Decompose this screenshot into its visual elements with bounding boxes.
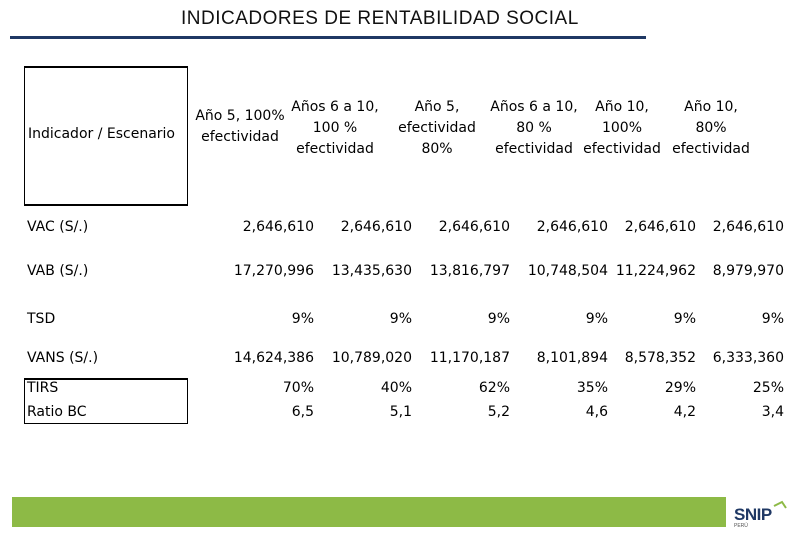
column-header-line: 80% bbox=[695, 120, 727, 136]
column-header-line: efectividad bbox=[495, 141, 573, 157]
column-header-line: efectividad bbox=[201, 129, 279, 145]
snip-logo: SNIP PERÚ bbox=[732, 500, 802, 532]
column-header-line: 80% bbox=[421, 141, 453, 157]
table-cell: 9% bbox=[673, 311, 696, 327]
table-cell: 5,2 bbox=[487, 404, 510, 420]
column-header-6: Año 10, 80% efectividad bbox=[656, 97, 766, 160]
column-header-line: efectividad bbox=[398, 120, 476, 136]
column-header-line: efectividad bbox=[583, 141, 661, 157]
column-header-line: 100% bbox=[601, 120, 643, 136]
column-header-line: efectividad bbox=[672, 141, 750, 157]
table-cell: 10,789,020 bbox=[331, 350, 412, 366]
table-cell: 2,646,610 bbox=[712, 219, 784, 235]
table-cell: 5,1 bbox=[389, 404, 412, 420]
footer-bar bbox=[12, 497, 726, 527]
table-cell: 2,646,610 bbox=[242, 219, 314, 235]
indicator-header-cell bbox=[24, 66, 188, 206]
table-cell: 9% bbox=[761, 311, 784, 327]
column-header-5: Año 10, 100% efectividad bbox=[567, 97, 677, 160]
row-label: VAB (S/.) bbox=[27, 263, 89, 279]
logo-text: SNIP bbox=[734, 505, 772, 524]
table-cell: 62% bbox=[478, 380, 510, 396]
table-cell: 9% bbox=[487, 311, 510, 327]
column-header-1: Año 5, 100% efectividad bbox=[185, 106, 295, 148]
table-cell: 11,170,187 bbox=[429, 350, 510, 366]
header-indicator-scenario: Indicador / Escenario bbox=[28, 126, 175, 142]
column-header-line: Años 6 a 10, bbox=[291, 99, 379, 115]
row-label: Ratio BC bbox=[27, 404, 87, 420]
table-cell: 17,270,996 bbox=[233, 263, 314, 279]
column-header-line: Año 5, bbox=[414, 99, 460, 115]
column-header-line: Años 6 a 10, bbox=[490, 99, 578, 115]
row-label: VANS (S/.) bbox=[27, 350, 99, 366]
row-label: TIRS bbox=[27, 380, 59, 396]
table-cell: 10,748,504 bbox=[527, 263, 608, 279]
row-label: VAC (S/.) bbox=[27, 219, 89, 235]
table-cell: 9% bbox=[389, 311, 412, 327]
indicators-table: Indicador / Escenario Año 5, 100% efectiv… bbox=[24, 66, 786, 424]
table-cell: 2,646,610 bbox=[340, 219, 412, 235]
table-cell: 4,6 bbox=[585, 404, 608, 420]
table-cell: 8,979,970 bbox=[712, 263, 784, 279]
table-cell: 6,5 bbox=[291, 404, 314, 420]
table-cell: 6,333,360 bbox=[712, 350, 784, 366]
table-cell: 29% bbox=[664, 380, 696, 396]
row-label: TSD bbox=[27, 311, 56, 327]
column-header-3: Año 5, efectividad 80% bbox=[382, 97, 492, 160]
table-cell: 14,624,386 bbox=[233, 350, 314, 366]
table-cell: 9% bbox=[291, 311, 314, 327]
column-header-2: Años 6 a 10, 100 % efectividad bbox=[280, 97, 390, 160]
tirs-ratio-label-box bbox=[24, 378, 188, 424]
table-cell: 2,646,610 bbox=[624, 219, 696, 235]
table-cell: 25% bbox=[752, 380, 784, 396]
column-header-line: 80 % bbox=[516, 120, 552, 136]
table-cell: 35% bbox=[576, 380, 608, 396]
column-header-line: 100 % bbox=[312, 120, 358, 136]
table-cell: 40% bbox=[380, 380, 412, 396]
table-cell: 3,4 bbox=[761, 404, 784, 420]
column-header-line: Año 5, 100% bbox=[195, 108, 285, 124]
table-cell: 8,101,894 bbox=[536, 350, 608, 366]
table-cell: 2,646,610 bbox=[536, 219, 608, 235]
title-underline bbox=[10, 36, 646, 39]
table-cell: 11,224,962 bbox=[615, 263, 696, 279]
column-header-line: Año 10, bbox=[595, 99, 649, 115]
table-cell: 4,2 bbox=[673, 404, 696, 420]
table-cell: 8,578,352 bbox=[624, 350, 696, 366]
logo-subtext: PERÚ bbox=[734, 522, 748, 529]
table-cell: 13,816,797 bbox=[429, 263, 510, 279]
column-header-line: efectividad bbox=[296, 141, 374, 157]
table-cell: 2,646,610 bbox=[438, 219, 510, 235]
page-title: INDICADORES DE RENTABILIDAD SOCIAL bbox=[181, 8, 579, 29]
column-header-4: Años 6 a 10, 80 % efectividad bbox=[479, 97, 589, 160]
table-cell: 13,435,630 bbox=[331, 263, 412, 279]
column-header-line: Año 10, bbox=[684, 99, 738, 115]
table-cell: 9% bbox=[585, 311, 608, 327]
table-cell: 70% bbox=[282, 380, 314, 396]
